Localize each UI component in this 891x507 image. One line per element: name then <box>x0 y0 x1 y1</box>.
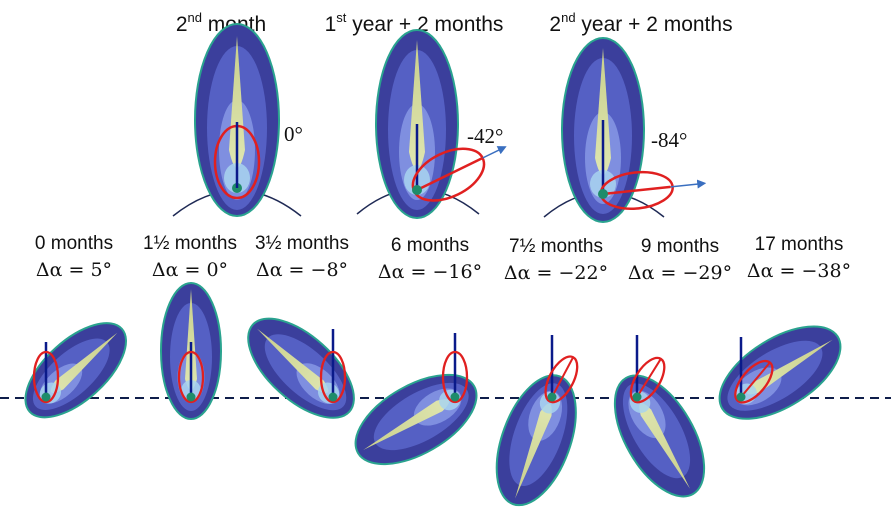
top-panel-2-angle: -42° <box>467 124 503 148</box>
bottom-panel-6 <box>613 335 706 498</box>
red-marker <box>441 350 469 404</box>
center-node <box>328 392 338 402</box>
bottom-panel-2-delta: Δα = 0° <box>152 259 228 281</box>
bottom-row <box>24 282 842 507</box>
leaf-core <box>363 399 450 450</box>
leaf-core <box>639 402 690 489</box>
bottom-panel-3 <box>247 317 355 419</box>
red-marker <box>629 356 666 404</box>
bottom-panel-3-delta: Δα = −8° <box>256 259 348 281</box>
red-marker <box>32 350 60 404</box>
red-marker <box>177 350 205 404</box>
leaf-core <box>257 328 329 393</box>
top-panel-3 <box>543 37 707 223</box>
bottom-panel-2 <box>160 282 222 420</box>
leaf-body <box>247 317 355 419</box>
leaf-core <box>185 289 197 390</box>
red-axis <box>416 156 484 192</box>
bottom-panel-4-delta: Δα = −16° <box>378 261 482 283</box>
red-marker <box>734 359 774 404</box>
center-node <box>598 189 608 199</box>
red-axis <box>740 362 771 398</box>
bottom-panel-7-delta: Δα = −38° <box>747 260 851 282</box>
bottom-panel-1 <box>24 322 127 419</box>
red-ellipse <box>32 350 60 404</box>
leaf-body <box>718 325 842 420</box>
bottom-panel-6-label: 9 months <box>641 236 719 257</box>
red-axis <box>551 357 574 398</box>
direction-arrow <box>482 146 507 159</box>
bottom-panel-4 <box>354 333 478 466</box>
red-ellipse <box>319 350 347 404</box>
red-ellipse <box>734 359 774 404</box>
bottom-panel-5-delta: Δα = −22° <box>504 262 608 284</box>
red-ellipse <box>544 355 579 404</box>
leaf-core <box>229 36 245 168</box>
center-node <box>41 392 51 402</box>
red-marker <box>544 355 579 404</box>
red-axis <box>636 359 662 398</box>
center-node <box>547 392 557 402</box>
top-panel-1 <box>172 23 302 217</box>
top-panel-3-title: 2nd year + 2 months <box>549 10 732 36</box>
top-panel-3-angle: -84° <box>651 128 687 152</box>
direction-arrow <box>670 179 707 189</box>
center-node <box>632 392 642 402</box>
leaf-body <box>24 322 127 419</box>
red-ellipse <box>441 350 469 404</box>
bottom-panel-4-label: 6 months <box>391 235 469 256</box>
leaf-core <box>50 332 118 393</box>
top-panel-2-title: 1st year + 2 months <box>325 10 504 36</box>
red-axis <box>602 185 671 196</box>
center-node <box>412 185 422 195</box>
center-node <box>186 392 196 402</box>
bottom-panel-7 <box>718 325 842 420</box>
bottom-panel-1-delta: Δα = 5° <box>36 259 112 281</box>
center-node <box>450 392 460 402</box>
red-ellipse <box>629 356 666 404</box>
leaf-body <box>613 374 706 498</box>
bottom-panel-6-delta: Δα = −29° <box>628 262 732 284</box>
leaf-body <box>495 374 577 507</box>
bottom-panel-3-label: 3½ months <box>255 233 349 254</box>
bottom-panel-1-label: 0 months <box>35 233 113 254</box>
center-node <box>736 392 746 402</box>
bottom-panel-7-label: 17 months <box>755 234 844 255</box>
bottom-panel-2-label: 1½ months <box>143 233 237 254</box>
red-ellipse <box>177 350 205 404</box>
leaf-body <box>354 373 478 466</box>
leaf-core <box>595 48 611 175</box>
leaf-core <box>515 403 552 499</box>
top-panel-2 <box>356 29 507 219</box>
bottom-panel-5-label: 7½ months <box>509 236 603 257</box>
top-panel-1-angle: 0° <box>284 122 303 146</box>
leaf-core <box>409 40 425 170</box>
bottom-panel-5 <box>495 335 579 507</box>
red-marker <box>319 350 347 404</box>
